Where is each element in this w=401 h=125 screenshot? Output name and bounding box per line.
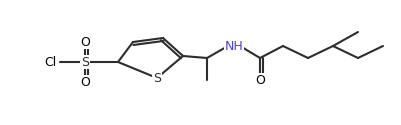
- Text: O: O: [80, 76, 90, 88]
- Text: O: O: [80, 36, 90, 49]
- Text: O: O: [254, 74, 264, 86]
- Text: S: S: [153, 72, 160, 85]
- Text: Cl: Cl: [44, 56, 56, 68]
- Text: S: S: [81, 56, 89, 68]
- Text: NH: NH: [224, 40, 243, 52]
